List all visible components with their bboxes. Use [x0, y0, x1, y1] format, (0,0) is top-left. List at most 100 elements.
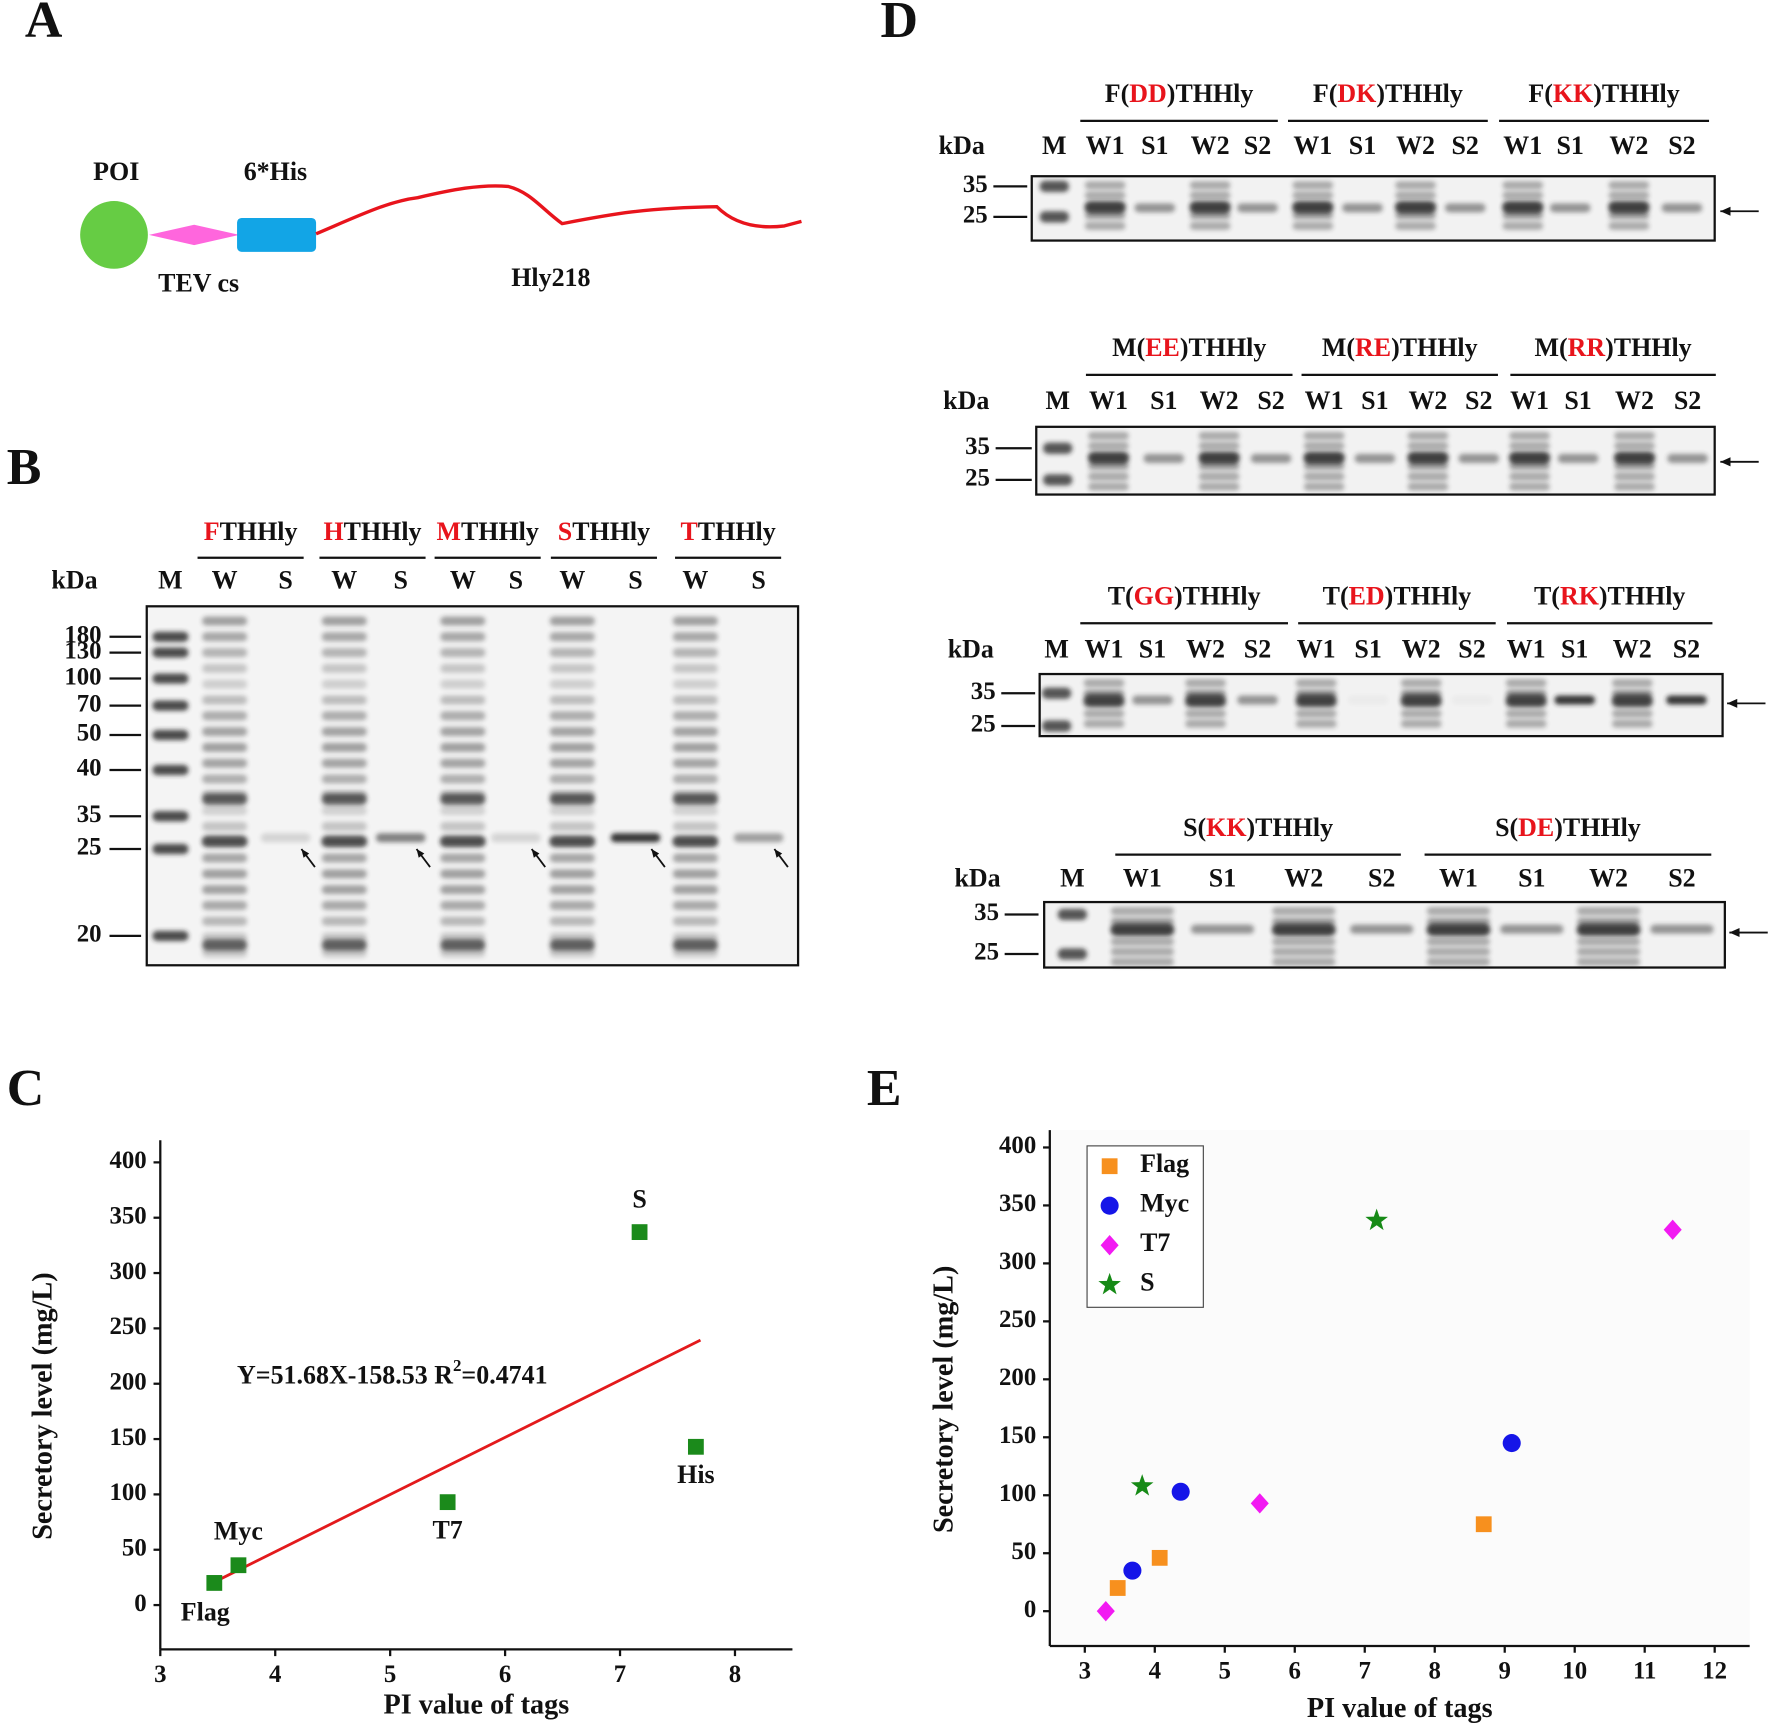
gel-band	[549, 648, 595, 658]
gel-band	[1185, 693, 1226, 707]
gel-band	[375, 833, 426, 843]
point	[1130, 1474, 1154, 1496]
gel-band	[1426, 907, 1491, 916]
lane-label: S2	[1244, 634, 1271, 663]
gel-band	[549, 793, 595, 805]
x-tick-label: 6	[1289, 1658, 1301, 1685]
marker-label: 40	[77, 755, 102, 782]
gel-band	[1143, 453, 1185, 463]
gel-band	[202, 793, 248, 805]
gel-band	[1505, 719, 1547, 728]
label: 6*His	[244, 157, 307, 186]
lane-label: W1	[1123, 864, 1162, 893]
gel-band	[1198, 472, 1240, 481]
label: Hly218	[511, 263, 590, 292]
text-part: THHly	[461, 517, 539, 546]
gel-band	[1083, 693, 1125, 707]
text-part: F(	[1313, 79, 1338, 108]
gel-band	[1426, 947, 1491, 956]
gel-band	[672, 821, 718, 831]
gel-band	[672, 869, 718, 879]
point	[1365, 1208, 1388, 1231]
gel-band	[1614, 442, 1655, 450]
lane-label: S2	[1244, 131, 1271, 160]
gel-band	[549, 774, 595, 784]
gel-band	[202, 758, 248, 768]
lane-label: W1	[1085, 634, 1124, 663]
gel-band	[321, 648, 367, 658]
marker-label: 50	[77, 720, 102, 747]
gel-band	[1661, 203, 1703, 213]
gel-band	[321, 821, 367, 831]
gel-band	[1400, 693, 1442, 707]
gel-band	[321, 742, 367, 752]
gel-band	[152, 843, 189, 855]
gel-band	[1303, 482, 1345, 491]
gel-band	[549, 632, 595, 642]
lane-label: W1	[1439, 864, 1478, 893]
group-label: STHHly	[558, 517, 650, 546]
gel-band	[549, 835, 595, 847]
gel-band	[1110, 907, 1174, 916]
point	[1502, 1434, 1521, 1453]
text-part: RK	[1560, 581, 1599, 610]
gel-band	[1650, 924, 1714, 934]
x-tick-label: 7	[1359, 1658, 1371, 1685]
gel-band	[1132, 695, 1173, 705]
legend-label: T7	[1140, 1228, 1170, 1257]
text-part: RR	[1568, 333, 1606, 362]
gel-band	[1272, 937, 1336, 946]
point	[206, 1575, 223, 1591]
gel-band	[549, 821, 595, 831]
legend-label: Myc	[1140, 1189, 1189, 1218]
text-part: RE	[1355, 333, 1391, 362]
kda-label: kDa	[943, 386, 989, 415]
gel-band	[672, 616, 718, 626]
equation: Y=51.68X-158.53 R2=0.4741	[237, 1356, 548, 1389]
text-part: THHly	[220, 517, 298, 546]
lane-label: S1	[1349, 131, 1376, 160]
gel-band	[1084, 181, 1126, 190]
gel-band	[1611, 709, 1653, 718]
gel	[1038, 672, 1724, 738]
arrow-head	[1720, 457, 1731, 467]
kda-label: kDa	[948, 634, 994, 663]
x-tick-label: 8	[1429, 1658, 1441, 1685]
panel-label: D	[880, 0, 918, 49]
gel-band	[1303, 442, 1345, 450]
y-tick-label: 300	[109, 1258, 146, 1285]
group-label: M(EE)THHly	[1112, 333, 1266, 362]
lane-label: S2	[1668, 131, 1695, 160]
text-part: THHly	[572, 517, 650, 546]
gel-band	[321, 916, 367, 926]
gel-band	[1303, 431, 1345, 440]
lane-label: W	[682, 566, 708, 595]
label: TEV cs	[158, 269, 239, 298]
gel-band	[440, 821, 486, 831]
gel-band	[440, 648, 486, 658]
gel-band	[1611, 679, 1653, 688]
gel-band	[672, 916, 718, 926]
group-label: HTHHly	[323, 517, 421, 546]
gel-band	[321, 679, 367, 689]
gel-band	[440, 900, 486, 910]
text-part: THHly	[344, 517, 422, 546]
lane-label: S1	[1564, 386, 1591, 415]
gel-band	[1444, 203, 1486, 213]
gel-band	[1303, 452, 1345, 465]
lane-label: W1	[1503, 131, 1542, 160]
text-part: S(	[1495, 813, 1518, 842]
gel-band	[672, 632, 718, 642]
lane-label: S1	[1361, 386, 1388, 415]
gel-band	[672, 793, 718, 805]
gel-band	[1110, 922, 1174, 936]
lane-label: S	[509, 566, 523, 595]
lane-label: M	[1045, 386, 1070, 415]
gel-band	[440, 853, 486, 863]
text-part: S	[558, 517, 572, 546]
gel-band	[1505, 679, 1547, 688]
lane-label: S	[751, 566, 765, 595]
lane-label: S2	[1458, 634, 1485, 663]
gel-band	[1395, 201, 1436, 215]
gel-band	[202, 869, 248, 879]
